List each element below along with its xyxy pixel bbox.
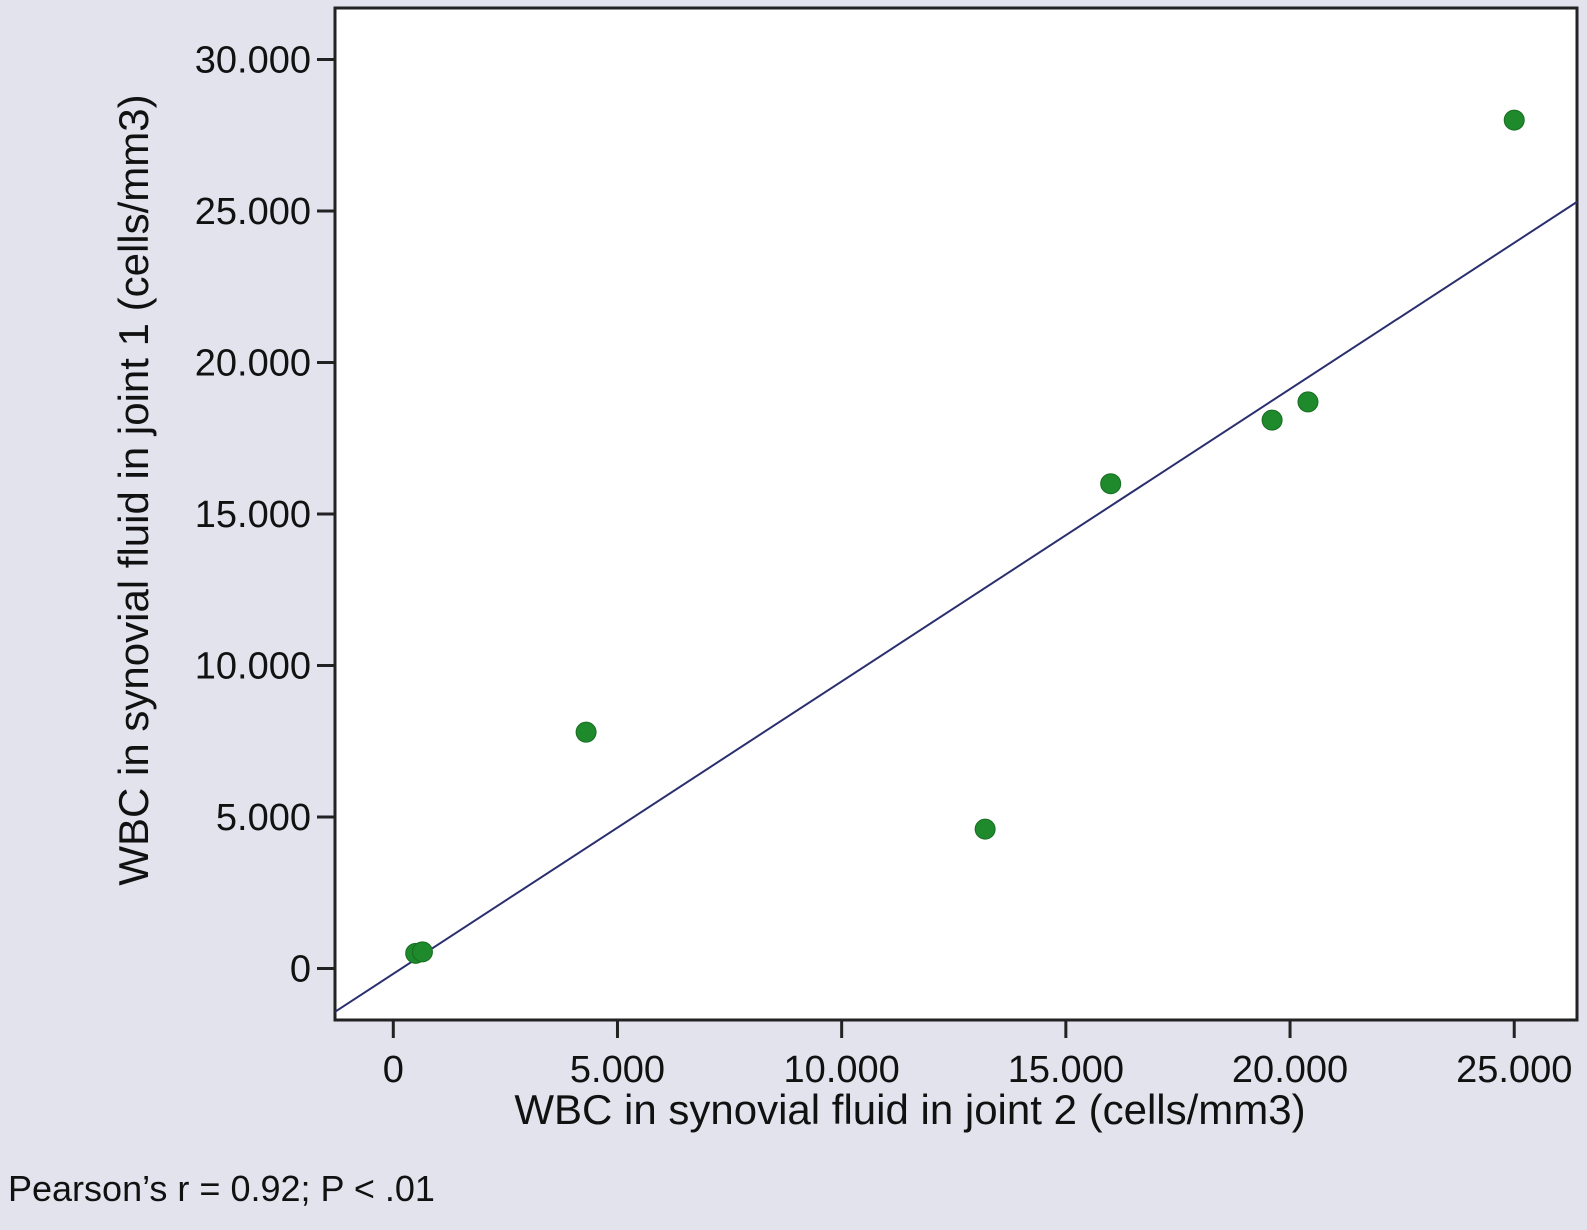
data-point [1100,473,1122,495]
y-tick-label: 5.000 [216,797,311,839]
x-tick-label: 10.000 [784,1049,900,1091]
x-tick-label: 20.000 [1232,1049,1348,1091]
y-tick-label: 10.000 [195,645,311,687]
y-tick-label: 0 [290,948,311,990]
y-axis-title: WBC in synovial fluid in joint 1 (cells/… [110,94,157,885]
regression-line [334,201,1578,1013]
x-tick-label: 5.000 [570,1049,665,1091]
data-point [974,818,996,840]
y-tick-label: 30.000 [195,40,311,82]
y-tick-label: 15.000 [195,494,311,536]
y-tick-label: 20.000 [195,343,311,385]
y-tick-label: 25.000 [195,191,311,233]
data-point [575,721,597,743]
data-point [411,941,433,963]
data-point [1261,409,1283,431]
x-tick-label: 25.000 [1456,1049,1572,1091]
x-tick-label: 0 [383,1049,404,1091]
data-point [1297,391,1319,413]
x-axis-title: WBC in synovial fluid in joint 2 (cells/… [514,1086,1305,1133]
x-tick-label: 15.000 [1008,1049,1124,1091]
data-point [1503,109,1525,131]
pearson-annotation: Pearson’s r = 0.92; P < .01 [8,1168,435,1209]
plot-area [333,6,1579,1022]
